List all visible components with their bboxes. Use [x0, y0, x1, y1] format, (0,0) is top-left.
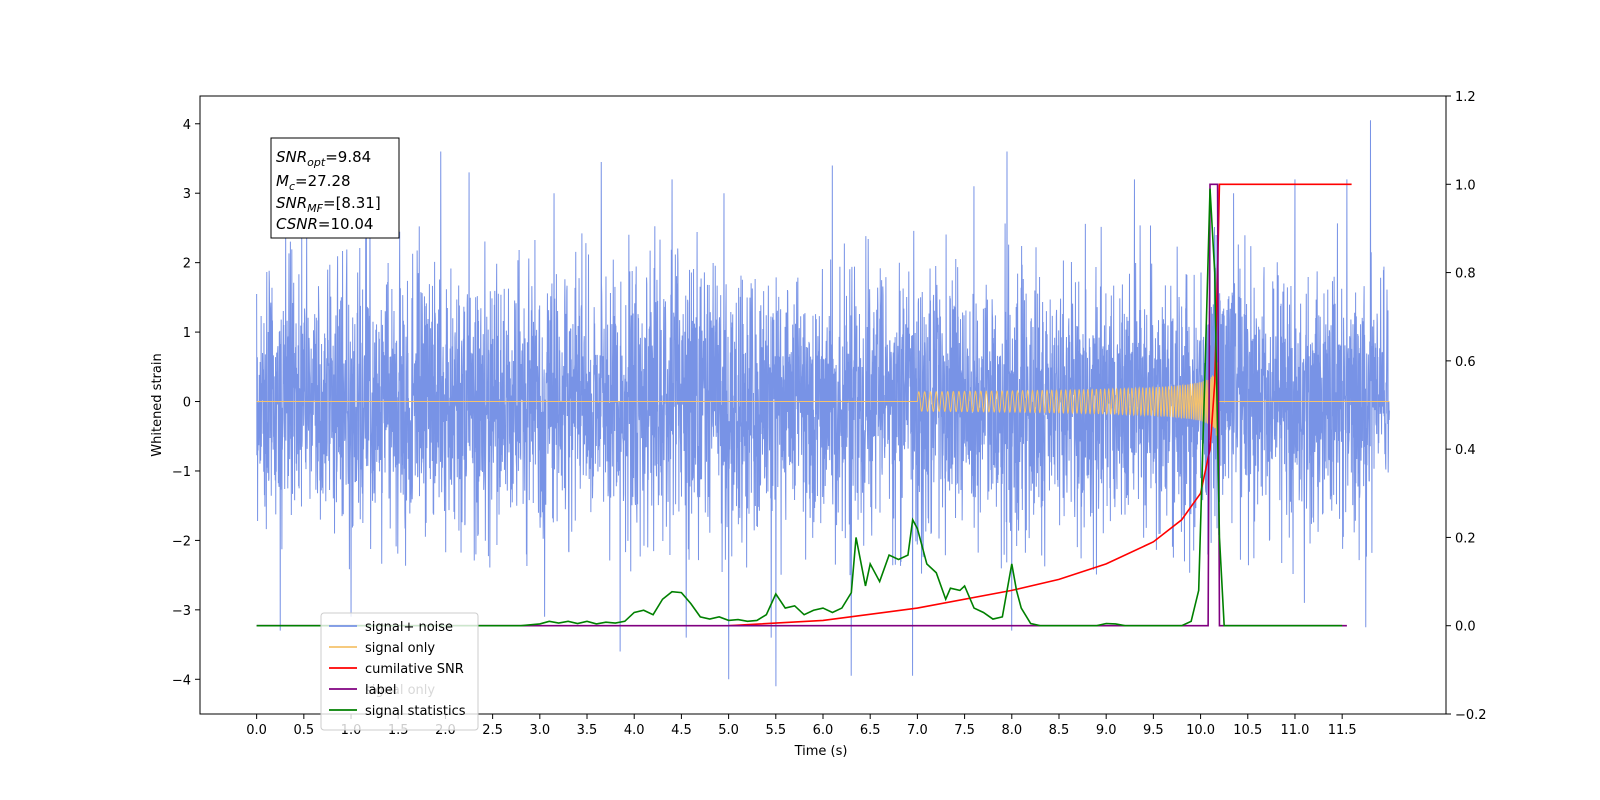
x-tick-label: 5.5: [765, 723, 786, 738]
x-tick-label: 9.0: [1096, 723, 1117, 738]
right-axis-series: [256, 183, 1352, 627]
x-axis-label: Time (s): [794, 744, 848, 759]
legend: signal+ noise signal only cumilative SNR si…: [320, 612, 479, 731]
y-tick-label: 4: [183, 118, 191, 133]
y-axis-right: −0.2 0.0 0.2 0.4 0.6 0.8 1.0 1.2: [1446, 90, 1487, 723]
x-tick-label: 2.5: [482, 723, 503, 738]
x-tick-label: 11.5: [1328, 723, 1357, 738]
y2-tick-label: 1.2: [1455, 90, 1476, 105]
annotation-box: SNRopt=9.84 Mc=27.28 SNRMF=[8.31] CSNR=1…: [270, 137, 400, 239]
legend-label: signal statistics: [365, 704, 466, 719]
signal-only-line: [256, 362, 1390, 439]
y2-tick-label: −0.2: [1455, 708, 1487, 723]
y2-tick-label: 0.2: [1455, 531, 1476, 546]
x-tick-label: 10.0: [1186, 723, 1215, 738]
x-tick-label: 4.5: [671, 723, 692, 738]
y2-tick-label: 0.6: [1455, 355, 1476, 370]
y-tick-label: −1: [172, 465, 191, 480]
x-tick-label: 0.5: [293, 723, 314, 738]
y-axis-left: −4 −3 −2 −1 0 1 2 3 4: [172, 118, 200, 688]
x-tick-label: 8.0: [1001, 723, 1022, 738]
x-tick-label: 9.5: [1143, 723, 1164, 738]
y2-tick-label: 0.4: [1455, 443, 1476, 458]
y-tick-label: −4: [172, 673, 191, 688]
annotation-line-mc: Mc=27.28: [276, 172, 351, 193]
x-tick-label: 5.0: [718, 723, 739, 738]
x-tick-label: 10.5: [1233, 723, 1262, 738]
x-tick-label: 3.5: [577, 723, 598, 738]
annotation-line-snr-mf: SNRMF=[8.31]: [276, 194, 381, 215]
x-tick-label: 0.0: [246, 723, 267, 738]
signal-noise-series: [256, 120, 1390, 687]
x-tick-label: 7.5: [954, 723, 975, 738]
annotation-line-csnr: CSNR=10.04: [276, 215, 373, 233]
y-tick-label: 2: [183, 257, 191, 272]
annotation-line-snr-opt: SNRopt=9.84: [276, 148, 371, 169]
legend-label: signal+ noise: [365, 620, 453, 635]
x-tick-label: 4.0: [624, 723, 645, 738]
legend-box: [320, 612, 479, 731]
y-tick-label: −3: [172, 604, 191, 619]
x-tick-label: 8.5: [1049, 723, 1070, 738]
legend-label: cumilative SNR: [365, 662, 464, 677]
legend-label: signal only: [365, 641, 435, 656]
x-tick-label: 7.0: [907, 723, 928, 738]
signal-noise-line: [256, 120, 1390, 687]
y2-tick-label: 1.0: [1455, 178, 1476, 193]
signal-statistics-line: [256, 188, 1343, 627]
x-tick-label: 3.0: [529, 723, 550, 738]
y-axis-label: Whitened strain: [150, 353, 165, 456]
legend-label: label: [365, 683, 396, 698]
y-tick-label: 3: [183, 187, 191, 202]
y2-tick-label: 0.0: [1455, 620, 1476, 635]
y-tick-label: 1: [183, 326, 191, 341]
x-tick-label: 11.0: [1280, 723, 1309, 738]
x-tick-label: 6.5: [860, 723, 881, 738]
signal-only-series: [256, 362, 1390, 439]
cumilative-snr-line: [728, 183, 1352, 627]
y-tick-label: −2: [172, 534, 191, 549]
x-tick-label: 6.0: [813, 723, 834, 738]
y2-tick-label: 0.8: [1455, 267, 1476, 282]
legend-ghost-label: signal only: [365, 683, 435, 698]
y-tick-label: 0: [183, 396, 191, 411]
